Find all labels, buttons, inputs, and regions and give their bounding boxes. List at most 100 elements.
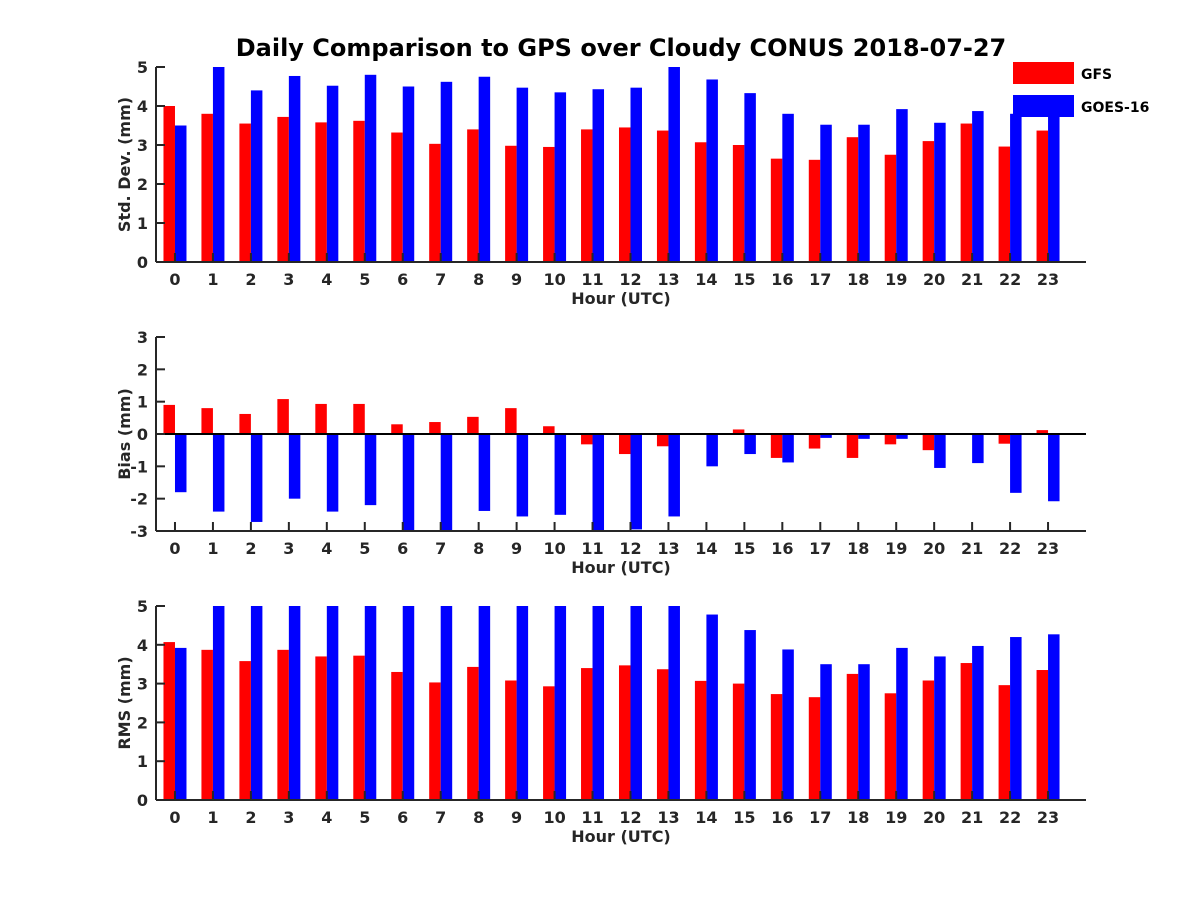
bar-goes-16-7 [440, 606, 453, 800]
y-tick-label: 1 [137, 214, 148, 233]
bar-gfs-7 [429, 143, 441, 262]
x-tick-label: 9 [511, 270, 522, 289]
x-tick-label: 16 [771, 539, 793, 558]
legend-label-gfs: GFS [1081, 67, 1112, 83]
bar-goes-16-5 [364, 434, 377, 506]
bar-goes-16-10 [554, 434, 567, 515]
bar-goes-16-7 [440, 434, 453, 531]
bar-gfs-15 [732, 145, 745, 262]
x-tick-label: 3 [283, 808, 294, 827]
bar-gfs-3 [277, 116, 289, 262]
x-tick-label: 9 [511, 539, 522, 558]
x-tick-label: 10 [543, 539, 565, 558]
y-tick-label: 1 [137, 752, 148, 771]
bar-gfs-1 [201, 113, 213, 262]
x-axis-label: Hour (UTC) [571, 558, 671, 577]
bar-goes-16-17 [820, 434, 832, 438]
bar-gfs-3 [277, 649, 289, 800]
bar-gfs-19 [884, 154, 897, 262]
bar-gfs-14 [694, 142, 707, 262]
bar-gfs-13 [656, 669, 669, 800]
bar-gfs-0 [163, 404, 175, 434]
x-tick-label: 11 [581, 539, 603, 558]
bar-gfs-7 [429, 422, 441, 434]
x-tick-label: 22 [999, 539, 1021, 558]
x-tick-label: 4 [321, 270, 332, 289]
bar-gfs-0 [163, 106, 175, 262]
bar-goes-16-15 [744, 434, 756, 455]
bar-goes-16-4 [326, 606, 339, 800]
bar-goes-16-18 [858, 434, 870, 439]
bar-goes-16-10 [554, 606, 567, 800]
x-tick-label: 2 [245, 270, 256, 289]
bar-goes-16-3 [288, 75, 301, 262]
bar-gfs-20 [922, 434, 935, 451]
bar-goes-16-23 [1048, 113, 1060, 262]
bar-goes-16-17 [820, 664, 832, 800]
x-tick-label: 22 [999, 808, 1021, 827]
bar-gfs-2 [239, 413, 251, 434]
x-tick-label: 13 [657, 270, 679, 289]
x-tick-label: 8 [473, 808, 484, 827]
bar-gfs-8 [467, 129, 479, 262]
y-tick-label: 2 [137, 175, 148, 194]
x-tick-label: 17 [809, 270, 831, 289]
bar-goes-16-19 [896, 109, 908, 263]
bar-goes-16-16 [782, 434, 794, 463]
x-tick-label: 0 [169, 808, 180, 827]
y-tick-label: 5 [137, 58, 148, 77]
x-tick-label: 8 [473, 539, 484, 558]
bar-goes-16-21 [972, 111, 984, 262]
bar-gfs-3 [277, 399, 289, 434]
bar-goes-16-1 [212, 606, 225, 800]
x-tick-label: 6 [397, 539, 408, 558]
bar-goes-16-19 [896, 434, 908, 439]
x-tick-label: 3 [283, 539, 294, 558]
legend-label-goes-16: GOES-16 [1081, 100, 1149, 116]
bar-goes-16-2 [250, 434, 263, 522]
bar-gfs-20 [922, 141, 935, 262]
y-tick-label: 4 [137, 636, 148, 655]
y-tick-label: 4 [137, 97, 148, 116]
x-tick-label: 23 [1037, 808, 1059, 827]
bar-goes-16-6 [402, 86, 415, 262]
bar-gfs-19 [884, 693, 897, 800]
bar-goes-16-13 [668, 434, 680, 517]
x-tick-label: 17 [809, 808, 831, 827]
bar-goes-16-16 [782, 113, 794, 262]
bar-goes-16-11 [592, 434, 605, 531]
x-tick-label: 14 [695, 808, 717, 827]
bar-goes-16-5 [364, 74, 377, 262]
bar-gfs-12 [618, 127, 631, 262]
bar-gfs-5 [353, 655, 365, 800]
y-tick-label: -2 [130, 490, 148, 509]
x-tick-label: 14 [695, 539, 717, 558]
bar-goes-16-4 [326, 85, 339, 262]
y-tick-label: -1 [130, 457, 148, 476]
x-tick-label: 10 [543, 270, 565, 289]
bar-goes-16-11 [592, 606, 605, 800]
x-tick-label: 16 [771, 270, 793, 289]
x-tick-label: 4 [321, 539, 332, 558]
bar-goes-16-3 [288, 434, 301, 499]
bar-goes-16-1 [212, 434, 225, 512]
bar-goes-16-17 [820, 124, 832, 262]
bar-goes-16-22 [1010, 637, 1022, 800]
bar-goes-16-6 [402, 606, 415, 800]
bar-goes-16-21 [972, 434, 984, 464]
bar-goes-16-2 [250, 606, 263, 800]
x-tick-label: 7 [435, 539, 446, 558]
bar-gfs-5 [353, 120, 365, 262]
bar-goes-16-18 [858, 124, 870, 262]
y-tick-label: 3 [137, 136, 148, 155]
bar-gfs-7 [429, 682, 441, 800]
x-tick-label: 20 [923, 270, 945, 289]
bar-gfs-17 [808, 159, 821, 262]
bar-goes-16-6 [402, 434, 415, 531]
x-tick-label: 1 [207, 270, 218, 289]
bar-gfs-6 [391, 424, 403, 434]
bar-gfs-9 [505, 145, 517, 262]
bar-gfs-22 [998, 685, 1011, 800]
y-tick-label: 5 [137, 597, 148, 616]
